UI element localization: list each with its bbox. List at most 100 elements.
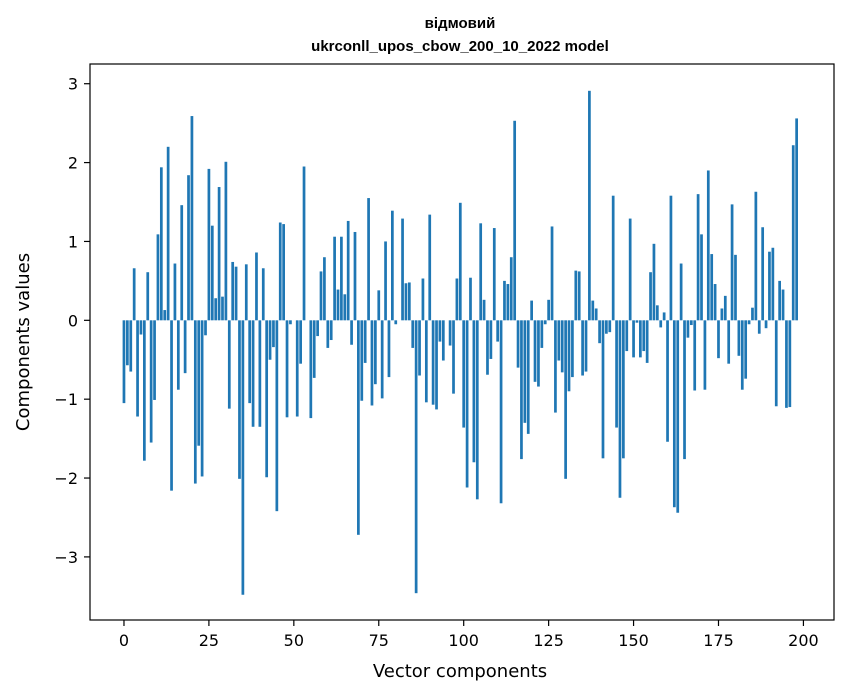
bar	[526, 320, 530, 434]
bar	[622, 320, 625, 459]
bar	[550, 226, 554, 321]
bar	[795, 118, 798, 321]
bar	[217, 187, 221, 321]
bar	[367, 198, 370, 321]
bar	[639, 320, 642, 358]
bar	[503, 280, 506, 321]
bar	[258, 320, 262, 427]
bar	[737, 320, 741, 356]
bar	[486, 320, 489, 375]
bar	[126, 320, 129, 366]
bar	[771, 247, 775, 321]
x-axis-label: Vector components	[373, 661, 547, 682]
bar	[275, 320, 279, 512]
bar	[730, 204, 734, 321]
bar	[438, 320, 442, 342]
bar	[418, 320, 421, 376]
bar	[435, 320, 438, 410]
bar	[401, 218, 404, 321]
bar	[649, 272, 652, 321]
bar	[190, 116, 194, 321]
bar	[166, 146, 170, 321]
bar	[554, 320, 557, 413]
bar	[523, 320, 527, 423]
bar	[204, 320, 207, 336]
chart-title-line1: відмовий	[425, 15, 496, 32]
bar	[574, 270, 578, 321]
bar	[193, 320, 197, 484]
bar	[380, 320, 384, 399]
bar	[340, 236, 343, 321]
bar	[713, 284, 717, 321]
bar	[608, 320, 612, 333]
bar	[482, 299, 486, 321]
bar	[744, 320, 748, 379]
plot-frame	[89, 63, 835, 621]
bar	[598, 320, 601, 344]
bar	[618, 320, 622, 498]
bar	[377, 290, 381, 321]
bar	[567, 320, 571, 392]
bar	[414, 320, 418, 594]
bar	[214, 298, 218, 321]
bar	[645, 320, 649, 363]
x-tick-label: 75	[369, 631, 389, 650]
y-tick-label: 1	[68, 232, 78, 251]
bar	[475, 320, 479, 500]
bar	[153, 320, 156, 400]
bar	[384, 241, 387, 321]
bar	[768, 251, 771, 321]
bar	[530, 300, 533, 321]
bar	[669, 195, 673, 321]
bar	[757, 320, 761, 334]
bar	[513, 120, 517, 321]
bar	[516, 320, 520, 368]
bar	[350, 320, 353, 345]
bar	[261, 268, 265, 321]
bar	[122, 320, 126, 404]
bar	[173, 263, 177, 321]
x-tick-label: 50	[284, 631, 304, 650]
bar	[594, 308, 598, 321]
bar	[778, 280, 781, 321]
bar	[625, 320, 629, 352]
bar	[689, 320, 693, 326]
bar	[244, 264, 248, 321]
bar	[278, 222, 282, 321]
bar	[394, 320, 398, 325]
bar	[717, 320, 720, 359]
y-tick-label: 2	[68, 154, 78, 173]
bar	[180, 205, 184, 321]
bar	[788, 320, 792, 408]
bar	[424, 320, 428, 403]
bar	[571, 320, 574, 378]
bar	[747, 320, 751, 325]
bar	[374, 320, 377, 385]
bar	[170, 320, 173, 491]
bar	[333, 236, 336, 321]
bar	[533, 320, 537, 382]
bar	[149, 320, 153, 443]
bar	[407, 282, 411, 321]
y-tick-label: 0	[68, 311, 78, 330]
bar	[537, 320, 540, 387]
bar	[234, 266, 238, 321]
bar	[268, 320, 272, 360]
bar	[499, 320, 503, 504]
bar	[455, 278, 459, 321]
bar	[740, 320, 744, 390]
x-tick-label: 25	[199, 631, 219, 650]
bar	[557, 320, 561, 361]
bar	[187, 175, 190, 321]
bar	[319, 271, 323, 321]
bar	[163, 310, 167, 321]
bar	[751, 307, 754, 321]
bar	[255, 252, 258, 321]
bar	[272, 320, 275, 348]
bar	[156, 234, 160, 321]
bar	[248, 320, 252, 404]
bar	[143, 320, 146, 461]
bar	[666, 320, 669, 442]
bar	[207, 168, 211, 321]
x-tick-label: 0	[119, 631, 129, 650]
